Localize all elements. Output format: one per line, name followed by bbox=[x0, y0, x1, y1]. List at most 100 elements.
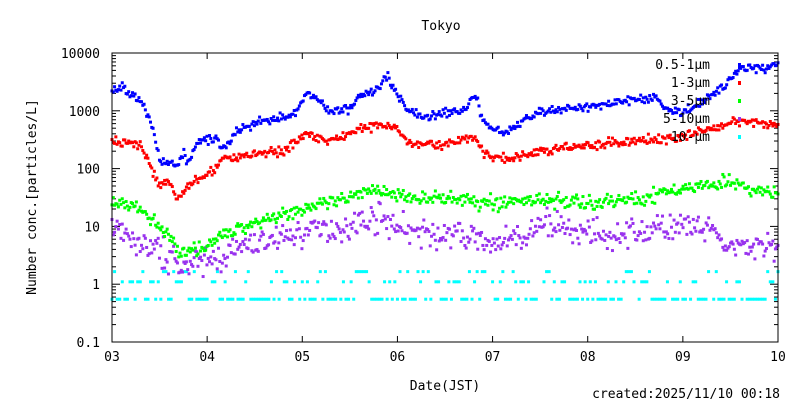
data-point bbox=[436, 146, 440, 150]
data-point bbox=[172, 236, 176, 240]
data-point bbox=[279, 117, 283, 121]
data-point bbox=[213, 136, 217, 140]
data-point bbox=[477, 104, 481, 108]
data-point bbox=[755, 237, 759, 241]
data-point bbox=[111, 90, 115, 94]
data-point bbox=[775, 125, 779, 129]
data-point bbox=[368, 121, 372, 125]
data-point bbox=[585, 232, 589, 236]
data-point bbox=[550, 104, 554, 108]
data-point bbox=[269, 146, 273, 150]
data-point bbox=[545, 206, 549, 210]
data-point bbox=[462, 297, 466, 301]
data-point bbox=[145, 212, 149, 216]
data-point bbox=[703, 184, 707, 188]
data-point bbox=[773, 297, 777, 301]
data-point bbox=[745, 297, 749, 301]
data-point bbox=[595, 216, 599, 220]
data-point bbox=[300, 280, 304, 284]
data-point bbox=[460, 203, 464, 207]
data-point bbox=[721, 172, 725, 176]
data-point bbox=[743, 118, 747, 122]
data-point bbox=[397, 130, 401, 134]
data-point bbox=[626, 95, 630, 99]
data-point bbox=[501, 240, 505, 244]
data-point bbox=[311, 137, 315, 141]
data-point bbox=[704, 297, 708, 301]
data-point bbox=[700, 230, 704, 234]
data-point bbox=[541, 197, 545, 201]
data-point bbox=[354, 229, 358, 233]
data-point bbox=[157, 181, 161, 185]
data-point bbox=[516, 120, 520, 124]
data-point bbox=[571, 241, 575, 245]
data-point bbox=[750, 118, 754, 122]
data-point bbox=[487, 154, 491, 158]
data-point bbox=[314, 95, 318, 99]
data-point bbox=[505, 130, 509, 134]
data-point bbox=[115, 89, 119, 93]
data-point bbox=[678, 280, 682, 284]
data-point bbox=[650, 98, 654, 102]
data-point bbox=[150, 166, 154, 170]
data-point bbox=[365, 270, 369, 274]
data-point bbox=[146, 297, 150, 301]
data-point bbox=[629, 270, 633, 274]
data-point bbox=[684, 183, 688, 187]
data-point bbox=[159, 297, 163, 301]
data-point bbox=[572, 107, 576, 111]
data-point bbox=[725, 183, 729, 187]
data-point bbox=[455, 280, 459, 284]
data-point bbox=[133, 297, 137, 301]
data-point bbox=[581, 297, 585, 301]
data-point bbox=[254, 297, 258, 301]
data-point bbox=[441, 193, 445, 197]
data-point bbox=[335, 222, 339, 226]
data-point bbox=[241, 240, 245, 244]
data-point bbox=[122, 238, 126, 242]
data-point bbox=[419, 280, 423, 284]
data-point bbox=[668, 190, 672, 194]
data-point bbox=[445, 140, 449, 144]
data-point bbox=[383, 193, 387, 197]
data-point bbox=[334, 297, 338, 301]
data-point bbox=[234, 126, 238, 130]
x-tick-label: 08 bbox=[580, 350, 596, 365]
data-point bbox=[569, 198, 573, 202]
data-point bbox=[233, 158, 237, 162]
data-point bbox=[288, 141, 292, 145]
data-point bbox=[360, 196, 364, 200]
data-point bbox=[387, 76, 391, 80]
legend-label: 0.5-1μm bbox=[655, 58, 710, 73]
data-point bbox=[178, 157, 182, 161]
legend-label: 1-3μm bbox=[671, 76, 710, 91]
data-point bbox=[530, 151, 534, 155]
data-point bbox=[749, 194, 753, 198]
data-point bbox=[713, 227, 717, 231]
data-point bbox=[297, 135, 301, 139]
data-point bbox=[163, 235, 167, 239]
data-point bbox=[603, 238, 607, 242]
data-point bbox=[299, 235, 303, 239]
data-point bbox=[423, 192, 427, 196]
data-point bbox=[511, 270, 515, 274]
data-point bbox=[375, 297, 379, 301]
data-point bbox=[214, 237, 218, 241]
data-point bbox=[188, 250, 192, 254]
data-point bbox=[286, 145, 290, 149]
data-point bbox=[132, 237, 136, 241]
data-point bbox=[387, 237, 391, 241]
data-point bbox=[338, 230, 342, 234]
data-point bbox=[645, 280, 649, 284]
data-point bbox=[727, 297, 731, 301]
data-point bbox=[578, 223, 582, 227]
data-point bbox=[347, 106, 351, 110]
data-point bbox=[514, 125, 518, 129]
data-point bbox=[708, 228, 712, 232]
data-point bbox=[197, 138, 201, 142]
data-point bbox=[134, 141, 138, 145]
data-point bbox=[120, 197, 124, 201]
data-point bbox=[431, 222, 435, 226]
data-point bbox=[276, 155, 280, 159]
y-tick-label: 0.1 bbox=[77, 336, 100, 351]
